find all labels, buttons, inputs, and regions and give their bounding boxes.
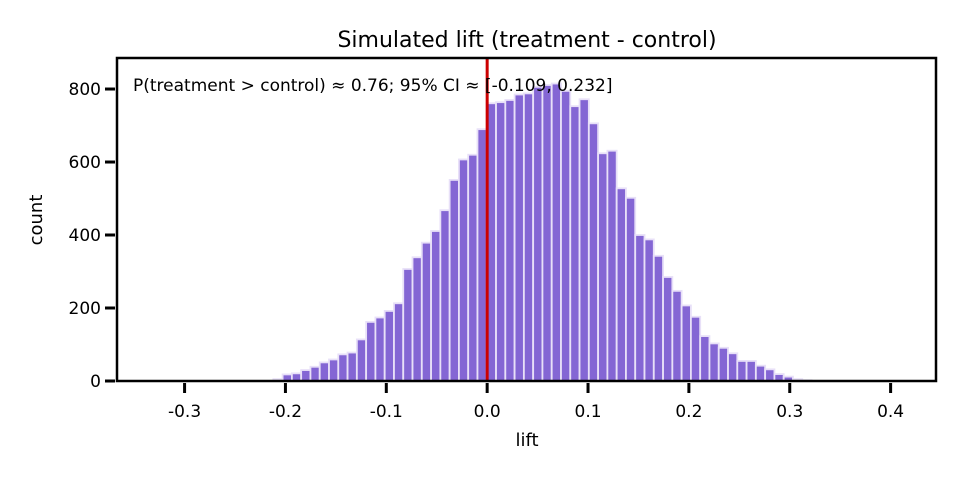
- x-tick-label: 0.4: [877, 402, 904, 422]
- y-tick-label: 0: [90, 372, 101, 392]
- histogram-bar: [569, 105, 581, 382]
- y-axis: 0 200 400 600 800: [69, 80, 115, 392]
- x-tick-label: -0.2: [269, 402, 302, 422]
- histogram-bar: [560, 89, 572, 382]
- histogram-bar: [597, 152, 609, 382]
- histogram-bar: [745, 360, 757, 382]
- y-tick-label: 200: [69, 299, 101, 319]
- annotation: P(treatment > control) ≈ 0.76; 95% CI ≈ …: [133, 76, 612, 96]
- y-tick-label: 400: [69, 226, 101, 246]
- histogram-bar: [365, 320, 377, 382]
- histogram-bar: [615, 187, 627, 382]
- histogram-bar: [337, 353, 349, 382]
- histogram-bar: [522, 92, 535, 382]
- histogram-bar: [476, 128, 488, 382]
- histogram-bar: [578, 98, 590, 382]
- histogram-bar: [764, 368, 776, 382]
- histogram-bar: [439, 209, 451, 382]
- x-tick-label: 0.2: [675, 402, 702, 422]
- histogram-bar: [671, 289, 683, 382]
- histogram-bar: [318, 361, 330, 382]
- x-tick-label: 0.1: [575, 402, 602, 422]
- histogram-bar: [393, 302, 405, 382]
- histogram-bar: [643, 238, 655, 382]
- y-tick-label: 800: [69, 80, 101, 100]
- histogram-bar: [699, 335, 711, 382]
- histogram-bar: [383, 310, 395, 382]
- histogram-bar: [625, 196, 637, 382]
- histogram-bar: [541, 84, 553, 382]
- histogram-bar: [587, 122, 600, 382]
- histogram-bar: [717, 346, 729, 382]
- histogram-bar: [402, 268, 414, 382]
- histogram-bar: [328, 358, 340, 382]
- histogram-bar: [708, 342, 720, 382]
- y-tick-label: 600: [69, 153, 101, 173]
- histogram-bar: [309, 365, 321, 382]
- histogram-bar: [532, 85, 544, 382]
- histogram-bar: [355, 338, 368, 382]
- plot-frame: [115, 56, 938, 383]
- histogram-bar: [430, 230, 442, 382]
- histogram-bar: [504, 99, 516, 382]
- histogram-bar: [448, 179, 460, 382]
- x-axis-label: lift: [515, 430, 538, 451]
- chart-title: Simulated lift (treatment - control): [337, 28, 716, 53]
- histogram-bar: [662, 276, 674, 382]
- histogram-bar: [467, 153, 479, 382]
- x-tick-label: 0.0: [474, 402, 501, 422]
- histogram-bar: [300, 369, 312, 382]
- x-tick-label: -0.3: [168, 402, 201, 422]
- bars: [272, 82, 813, 382]
- histogram-bar: [727, 352, 739, 382]
- histogram-bar: [634, 234, 646, 382]
- histogram-bar: [736, 360, 748, 382]
- histogram-bar: [513, 93, 525, 382]
- histogram-bar: [754, 364, 767, 382]
- histogram-bar: [411, 256, 423, 382]
- histogram-bar: [680, 304, 692, 382]
- histogram-bar: [420, 241, 432, 382]
- histogram-bar: [458, 158, 470, 382]
- x-tick-label: -0.1: [370, 402, 403, 422]
- histogram-bar: [606, 149, 618, 382]
- histogram-bar: [374, 316, 386, 382]
- histogram-bar: [652, 254, 664, 382]
- x-tick-label: 0.3: [776, 402, 803, 422]
- histogram-bar: [346, 351, 358, 382]
- x-axis: -0.3 -0.2 -0.1 0.0 0.1 0.2 0.3 0.4: [168, 383, 904, 422]
- y-axis-label: count: [26, 195, 47, 246]
- histogram-bar: [550, 82, 562, 382]
- histogram-bar: [495, 101, 507, 382]
- histogram-bar: [690, 315, 702, 382]
